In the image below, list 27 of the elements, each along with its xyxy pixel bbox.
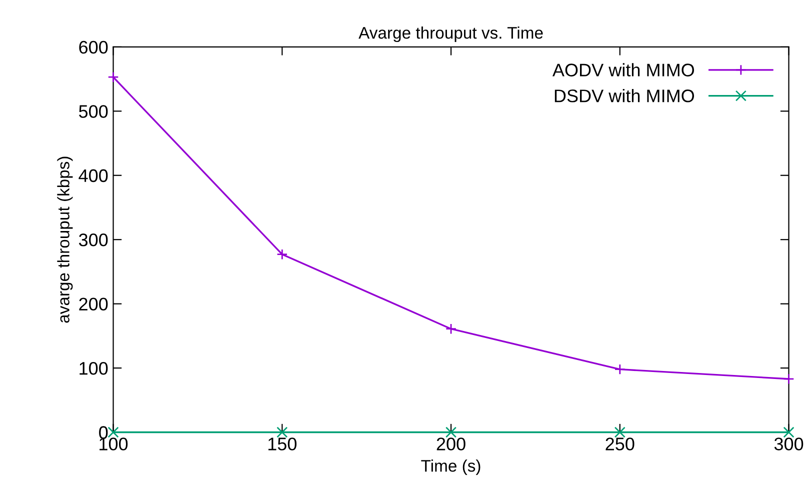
point	[445, 426, 457, 438]
x-tick-label: 300	[774, 438, 804, 450]
point	[783, 373, 794, 385]
point	[614, 364, 626, 375]
legend-label: AODV with MIMO	[552, 63, 694, 76]
x-tick-label: 150	[268, 438, 296, 450]
point	[108, 72, 119, 83]
y-tick-label: 500	[79, 105, 108, 118]
x-axis-title: Time (s)	[421, 460, 480, 476]
y-tick-label: 100	[80, 362, 108, 375]
point	[783, 426, 794, 438]
chart-title: Avarge throuput vs. Time	[358, 26, 543, 42]
x-tick-label: 250	[606, 438, 634, 450]
point	[445, 323, 457, 334]
x-tick-label: 200	[436, 438, 466, 450]
point	[276, 426, 288, 438]
legend-label: DSDV with MIMO	[554, 89, 694, 102]
y-axis-title: avarge throuput (kbps)	[57, 156, 73, 323]
point	[276, 248, 288, 260]
y-tick-label: 400	[78, 169, 108, 182]
point	[614, 426, 626, 438]
y-tick-label: 200	[79, 298, 108, 311]
y-tick-label: 0	[99, 426, 108, 439]
point	[108, 426, 119, 438]
y-tick-label: 600	[79, 40, 108, 54]
x-tick-label: 100	[100, 438, 128, 450]
y-tick-label: 300	[78, 234, 108, 246]
